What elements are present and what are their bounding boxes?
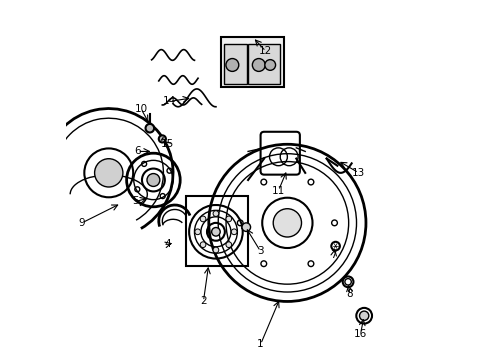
FancyBboxPatch shape — [221, 37, 283, 87]
Circle shape — [213, 247, 218, 253]
Text: 1: 1 — [257, 339, 264, 349]
Text: 8: 8 — [346, 289, 352, 299]
Circle shape — [213, 211, 218, 216]
Circle shape — [211, 228, 220, 236]
Text: 4: 4 — [164, 239, 171, 249]
Circle shape — [200, 242, 205, 248]
FancyBboxPatch shape — [224, 44, 247, 84]
Text: 12: 12 — [259, 46, 272, 57]
Text: 13: 13 — [351, 168, 365, 178]
Text: 6: 6 — [134, 147, 141, 157]
Circle shape — [242, 223, 250, 231]
Circle shape — [225, 59, 238, 71]
Circle shape — [200, 216, 205, 222]
Text: 2: 2 — [200, 296, 206, 306]
Text: 15: 15 — [161, 139, 174, 149]
Circle shape — [159, 135, 165, 143]
Circle shape — [359, 311, 368, 320]
Text: 16: 16 — [353, 329, 366, 339]
Text: 5: 5 — [132, 197, 139, 206]
Text: 9: 9 — [79, 218, 85, 228]
Circle shape — [264, 60, 275, 70]
Circle shape — [231, 229, 237, 235]
Circle shape — [94, 159, 122, 187]
Text: 11: 11 — [271, 186, 285, 196]
Text: 7: 7 — [330, 250, 336, 260]
Circle shape — [147, 174, 160, 186]
FancyBboxPatch shape — [247, 44, 280, 84]
Circle shape — [145, 124, 154, 132]
Text: 14: 14 — [163, 96, 176, 107]
Circle shape — [273, 209, 301, 237]
Circle shape — [194, 229, 200, 235]
Circle shape — [225, 242, 231, 248]
Circle shape — [252, 59, 264, 71]
Text: 10: 10 — [134, 104, 147, 113]
Circle shape — [225, 216, 231, 222]
Text: 3: 3 — [257, 247, 264, 256]
